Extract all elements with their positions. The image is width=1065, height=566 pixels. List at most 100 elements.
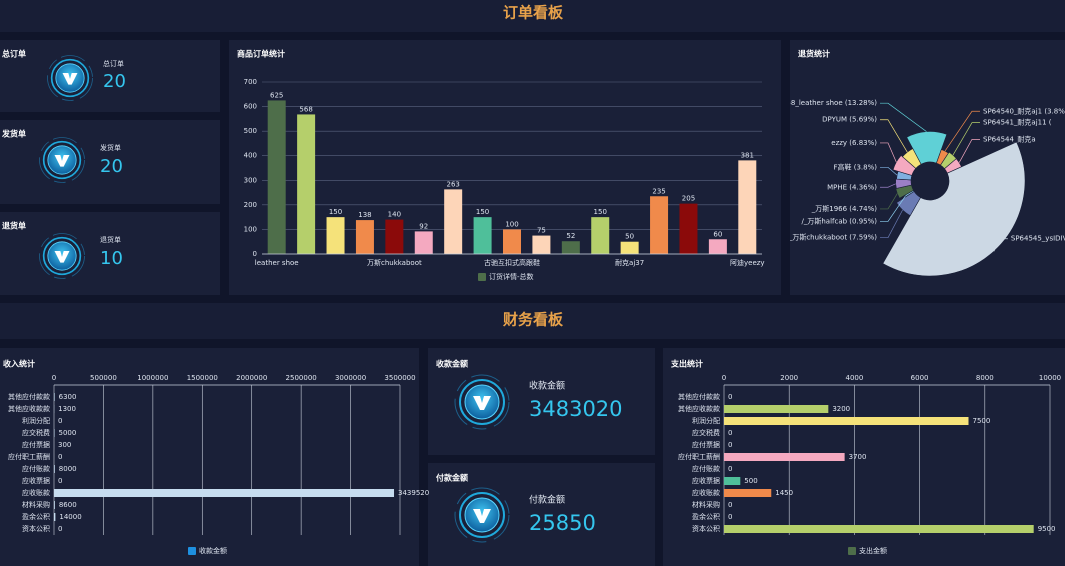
value-label: 0 <box>58 417 62 425</box>
pie-slice <box>895 178 912 189</box>
bar <box>724 453 845 461</box>
bar <box>326 217 345 254</box>
y-tick-label: 应付职工薪酬 <box>8 452 50 461</box>
panel <box>0 212 220 295</box>
y-tick-label: 600 <box>244 103 257 111</box>
bar <box>724 477 741 485</box>
y-tick-label: 应付职工薪酬 <box>678 452 720 461</box>
value-label: 568 <box>299 105 312 113</box>
y-tick-label: 300 <box>244 176 257 184</box>
leader-line <box>944 110 980 152</box>
bar <box>591 217 610 254</box>
value-label: 263 <box>446 180 459 188</box>
y-tick-label: 应交税费 <box>692 428 720 437</box>
pie: I558_leather shoe (13.28%) SP64540_耐克aj1 … <box>780 99 1065 277</box>
y-tick-label: 应付票据 <box>22 440 50 449</box>
value-label: 75 <box>537 227 546 235</box>
value-label: 7500 <box>973 417 991 425</box>
y-tick-label: 盈余公积 <box>692 512 720 521</box>
leader-line <box>880 142 897 163</box>
value-label: 0 <box>728 393 732 401</box>
value-label: 92 <box>419 222 428 230</box>
card-title: 收款金额 <box>436 359 468 369</box>
value-label: 0 <box>728 441 732 449</box>
pie-slice <box>882 141 1026 277</box>
value-label: 0 <box>728 513 732 521</box>
bar <box>297 114 316 254</box>
value-label: 0 <box>728 429 732 437</box>
x-tick-label: 4000 <box>845 374 863 382</box>
value-label: 14000 <box>59 513 81 521</box>
legend-swatch <box>188 547 196 555</box>
x-tick-label: 6000 <box>911 374 929 382</box>
bar <box>724 405 829 413</box>
x-tick-label: 8000 <box>976 374 994 382</box>
value-label: 0 <box>58 453 62 461</box>
legend-label: 支出金额 <box>859 546 887 555</box>
bar <box>532 235 551 254</box>
slice-label: DPYUM (5.69%) <box>822 116 877 124</box>
chart-title: 支出统计 <box>670 359 703 369</box>
value-label: 0 <box>728 465 732 473</box>
value-label: 235 <box>652 187 665 195</box>
y-tick-label: 500 <box>244 127 257 135</box>
leader-line <box>880 195 906 222</box>
x-tick-label: leather shoe <box>255 259 299 267</box>
card-label: 发货单 <box>100 143 121 152</box>
y-tick-label: 应收票据 <box>692 476 720 485</box>
slice-label: I558_leather shoe (13.28%) <box>780 99 877 107</box>
x-tick-label: 1500000 <box>187 374 218 382</box>
value-label: 60 <box>713 230 722 238</box>
slice-label: SP64545_ysIDIVE <box>1011 235 1065 243</box>
value-label: 150 <box>594 208 607 216</box>
bar <box>385 219 404 254</box>
y-tick-label: 其他应付款款 <box>8 392 50 401</box>
leader-line <box>993 238 1008 252</box>
value-label: 100 <box>505 220 518 228</box>
value-label: 500 <box>744 477 757 485</box>
bar <box>414 231 433 254</box>
leader-line <box>880 209 903 239</box>
legend-swatch <box>478 273 486 281</box>
legend-swatch <box>848 547 856 555</box>
legend-label: 订货详情-总数 <box>489 272 534 281</box>
slice-label: SP64541_耐克aj11 ( <box>983 118 1052 127</box>
card-value: 20 <box>103 71 126 92</box>
bar <box>54 513 56 521</box>
value-label: 52 <box>566 232 575 240</box>
y-tick-label: 0 <box>253 250 257 258</box>
bar <box>355 220 374 254</box>
panel <box>0 348 419 566</box>
y-tick-label: 材料采购 <box>692 500 720 509</box>
x-tick-label: 1000000 <box>137 374 168 382</box>
pie-slice <box>896 190 921 217</box>
x-tick-label: 2500000 <box>286 374 317 382</box>
value-label: 3200 <box>832 405 850 413</box>
y-tick-label: 材料采购 <box>22 500 50 509</box>
y-tick-label: 其他应收款款 <box>678 404 720 413</box>
bar <box>54 489 395 497</box>
bar <box>724 489 772 497</box>
y-tick-label: 700 <box>244 78 257 86</box>
value-label: 8600 <box>59 501 77 509</box>
pie-slice <box>895 184 914 199</box>
slice-label: SP64540_耐克aj1 (3.8%) <box>983 106 1065 115</box>
slice-label: F高鞋 (3.8%) <box>834 162 878 171</box>
panel <box>0 40 220 112</box>
y-tick-label: 应收账款 <box>22 488 50 497</box>
leader-line <box>880 183 896 188</box>
board-title: 财务看板 <box>503 311 564 329</box>
bar <box>620 241 639 254</box>
x-tick-label: 古驰互扣式高跟鞋 <box>484 258 540 267</box>
card-title: 退货单 <box>2 221 26 231</box>
x-tick-label: 2000000 <box>236 374 267 382</box>
y-tick-label: 应收账款 <box>692 488 720 497</box>
leader-line <box>880 119 908 153</box>
pie-slice <box>902 148 922 169</box>
value-label: 1300 <box>58 405 76 413</box>
y-tick-label: 利润分配 <box>692 416 720 425</box>
card-title: 付款金额 <box>436 473 468 483</box>
y-tick-label: 其他应收款款 <box>8 404 50 413</box>
x-tick-label: 耐克aj37 <box>615 258 644 267</box>
